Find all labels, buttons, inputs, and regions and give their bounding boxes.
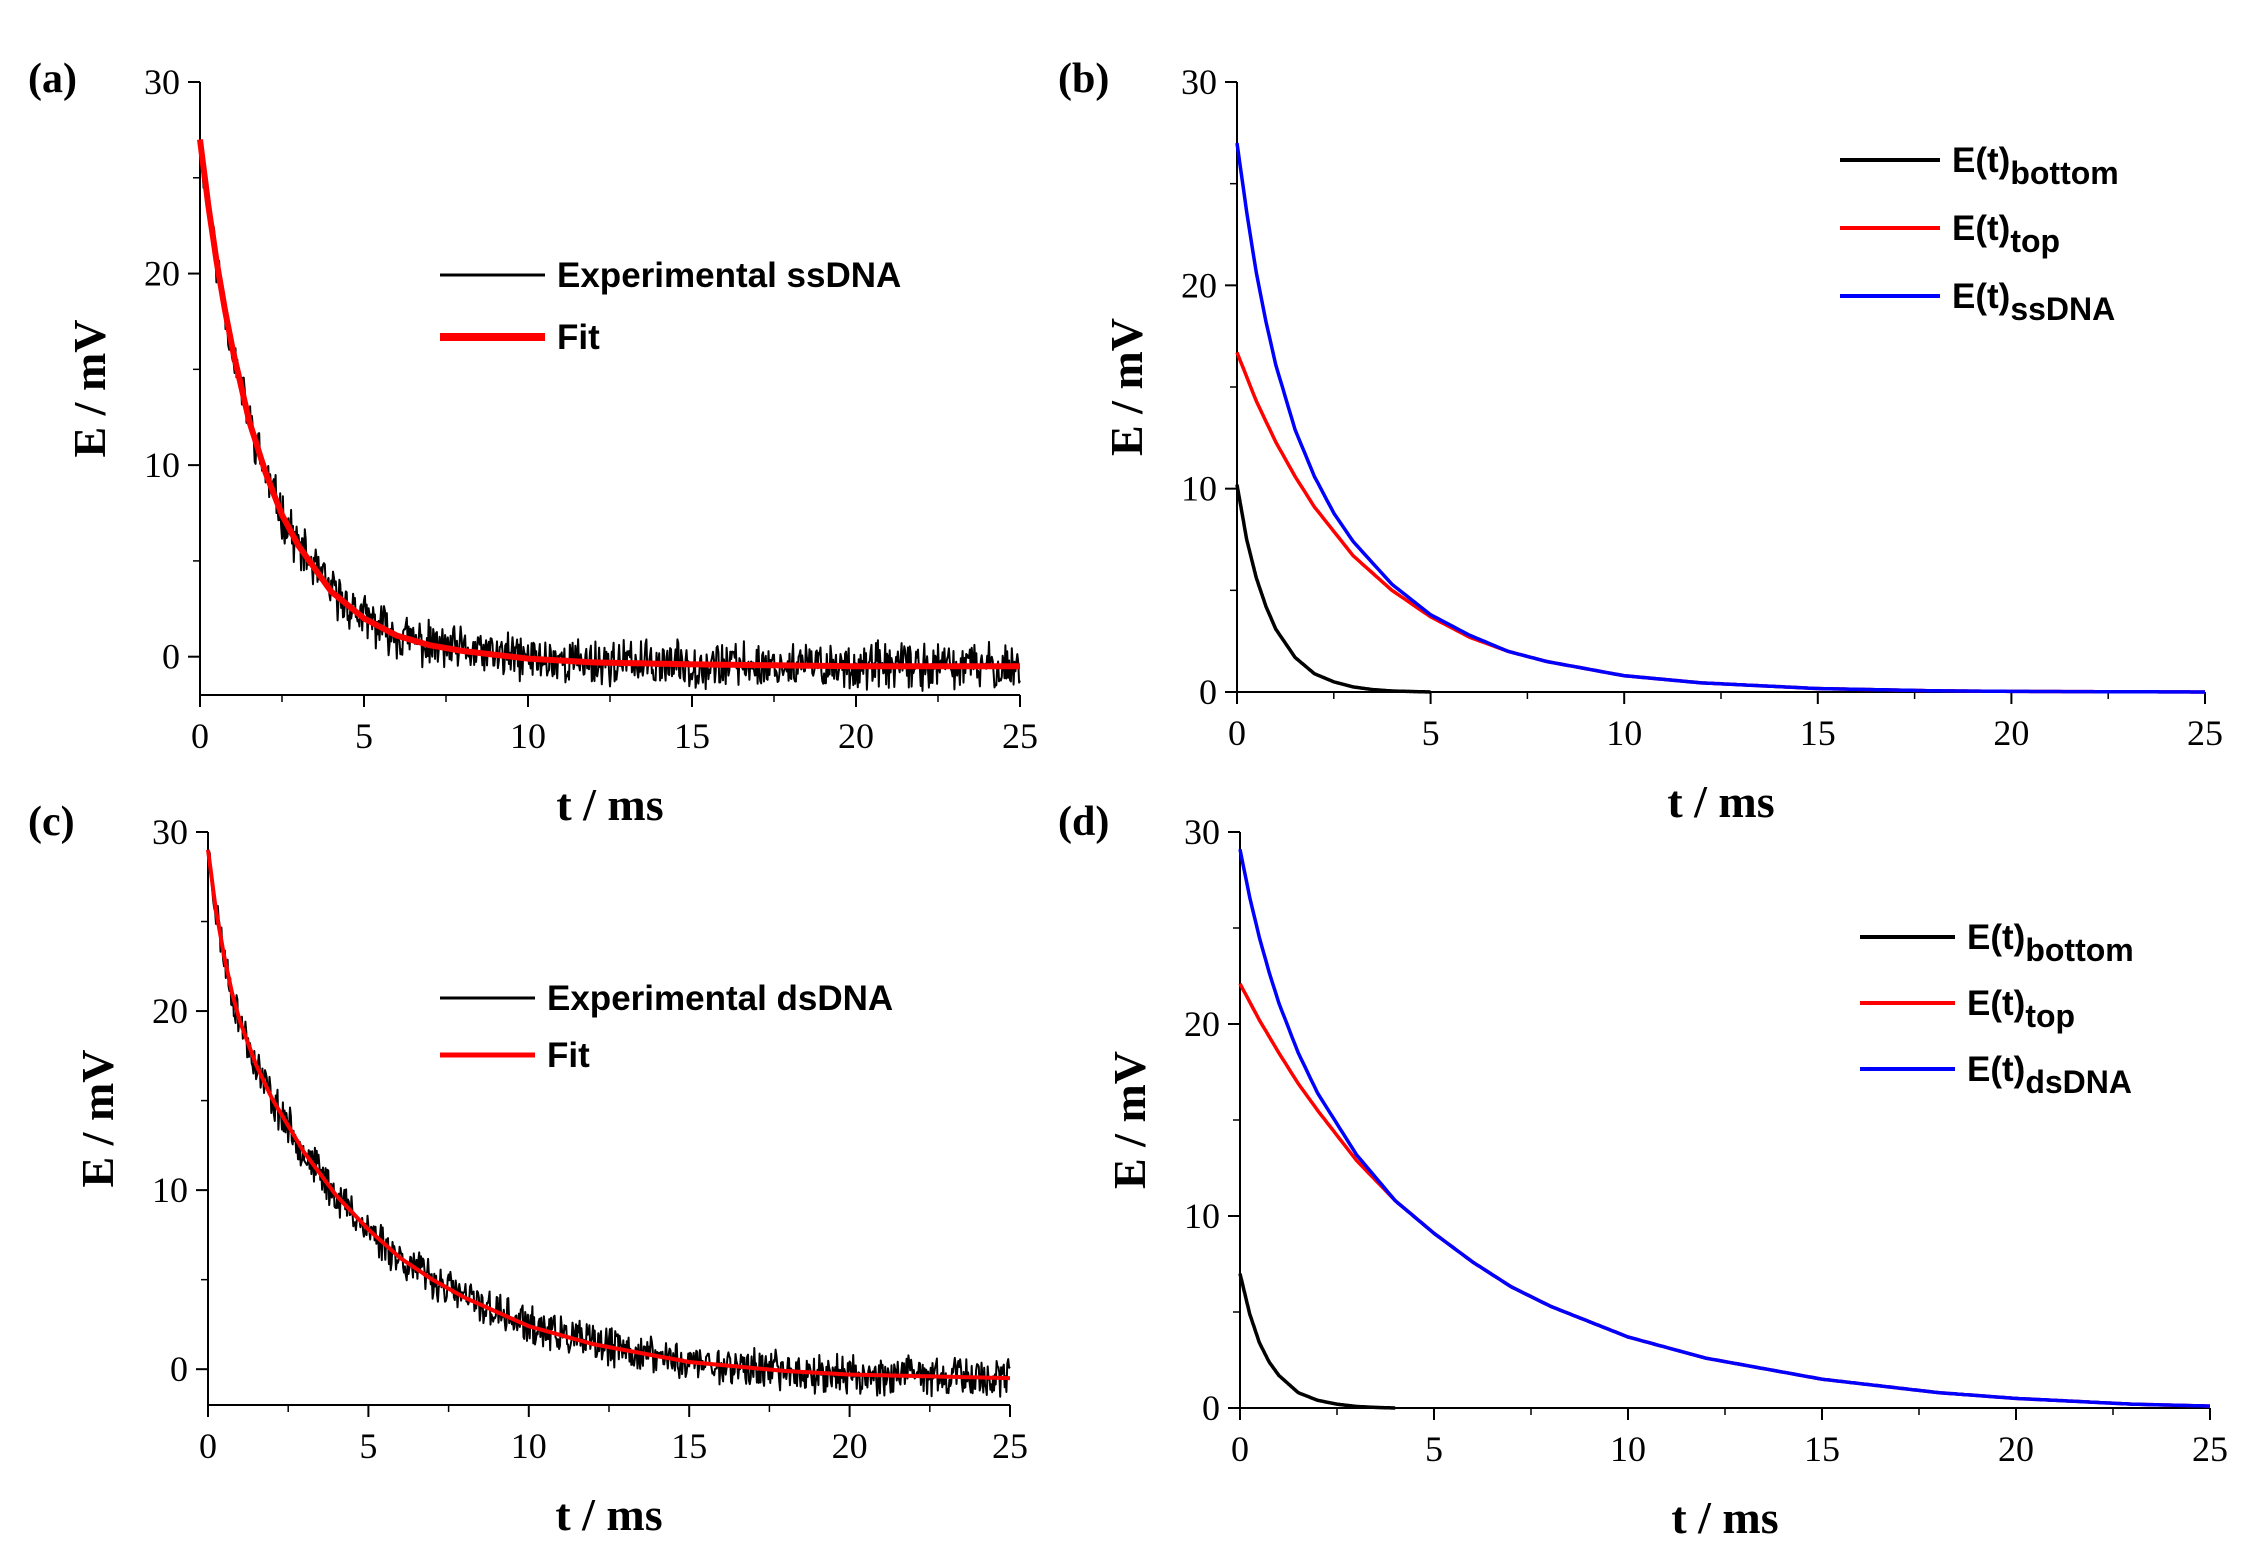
series-line-fit	[206, 849, 1010, 1381]
x-tick-label: 25	[2187, 713, 2223, 753]
panel-label: (c)	[28, 799, 75, 845]
chart-panel-2: 0 5 10 15 20 25 0 10 20 30 t / ms E / mV (b) E(t)bott…	[1058, 56, 2223, 827]
legend-label: E(t)bottom	[1967, 918, 2134, 968]
series-line-fit	[197, 139, 1021, 670]
x-tick-label: 10	[510, 716, 546, 756]
x-tick-label: 25	[2192, 1429, 2228, 1469]
y-tick-label: 30	[152, 812, 188, 852]
y-tick-label: 10	[152, 1170, 188, 1210]
series-line-bottom	[1238, 1273, 1397, 1410]
chart-panel-4: 0 5 10 15 20 25 0 10 20 30 t / ms E / mV (d) E(t)bott…	[1058, 799, 2228, 1543]
x-axis-title: t / ms	[1671, 1492, 1778, 1543]
legend-label: E(t)top	[1967, 984, 2075, 1034]
x-tick-label: 10	[1606, 713, 1642, 753]
x-tick-label: 20	[832, 1426, 868, 1466]
panel-label: (d)	[1058, 799, 1109, 845]
y-tick-label: 0	[162, 637, 180, 677]
panel-label: (b)	[1058, 56, 1109, 102]
series-line-dsdna	[1238, 848, 2211, 1408]
x-tick-label: 0	[1228, 713, 1246, 753]
x-tick-label: 20	[1993, 713, 2029, 753]
x-tick-label: 20	[838, 716, 874, 756]
legend-label: Fit	[547, 1036, 590, 1075]
x-tick-label: 25	[1002, 716, 1038, 756]
x-tick-label: 25	[992, 1426, 1028, 1466]
y-tick-label: 0	[170, 1349, 188, 1389]
legend-label: Experimental ssDNA	[557, 256, 901, 295]
x-axis-title: t / ms	[556, 779, 663, 830]
x-tick-label: 10	[511, 1426, 547, 1466]
legend-label: E(t)dsDNA	[1967, 1050, 2132, 1100]
x-tick-label: 5	[1422, 713, 1440, 753]
x-axis-title: t / ms	[555, 1489, 662, 1540]
y-tick-label: 30	[1181, 62, 1217, 102]
legend-label: E(t)bottom	[1952, 141, 2119, 191]
y-tick-label: 20	[1181, 265, 1217, 305]
legend-label: E(t)top	[1952, 209, 2060, 259]
y-axis-title: E / mV	[64, 320, 115, 458]
legend-label: Fit	[557, 318, 600, 357]
y-axis-title: E / mV	[72, 1050, 123, 1188]
x-tick-label: 5	[359, 1426, 377, 1466]
x-tick-label: 10	[1610, 1429, 1646, 1469]
x-tick-label: 15	[1804, 1429, 1840, 1469]
legend-label: E(t)ssDNA	[1952, 277, 2115, 327]
series-line-bottom	[1235, 484, 1432, 694]
panel-label: (a)	[28, 56, 77, 102]
x-axis-title: t / ms	[1667, 776, 1774, 827]
y-tick-label: 0	[1202, 1388, 1220, 1428]
y-tick-label: 0	[1199, 672, 1217, 712]
x-tick-label: 5	[355, 716, 373, 756]
y-tick-label: 20	[1184, 1004, 1220, 1044]
x-tick-label: 15	[671, 1426, 707, 1466]
y-tick-label: 30	[144, 62, 180, 102]
chart-panel-3: 0 5 10 15 20 25 0 10 20 30 t / ms E / mV (c) Experime…	[28, 799, 1028, 1540]
x-tick-label: 15	[674, 716, 710, 756]
y-axis-title: E / mV	[1104, 1051, 1155, 1189]
x-tick-label: 0	[191, 716, 209, 756]
y-tick-label: 10	[144, 445, 180, 485]
chart-panel-1: 0 5 10 15 20 25 0 10 20 30 t / ms E / mV (a) Experime…	[28, 56, 1038, 830]
legend-label: Experimental dsDNA	[547, 979, 893, 1018]
x-tick-label: 5	[1425, 1429, 1443, 1469]
series-line-ssdna	[1235, 142, 2205, 694]
x-tick-label: 0	[1231, 1429, 1249, 1469]
y-tick-label: 30	[1184, 812, 1220, 852]
x-tick-label: 15	[1800, 713, 1836, 753]
x-tick-label: 0	[199, 1426, 217, 1466]
x-tick-label: 20	[1998, 1429, 2034, 1469]
y-axis-title: E / mV	[1101, 318, 1152, 456]
y-tick-label: 10	[1184, 1196, 1220, 1236]
y-tick-label: 20	[152, 991, 188, 1031]
y-tick-label: 10	[1181, 469, 1217, 509]
y-tick-label: 20	[144, 254, 180, 294]
